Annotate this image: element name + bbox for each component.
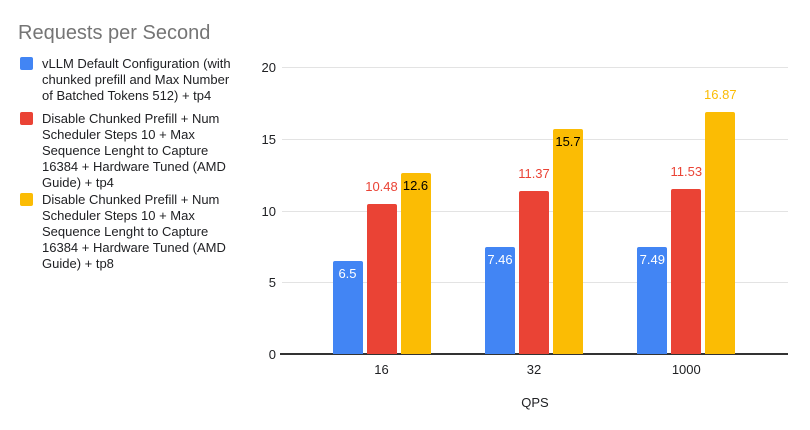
legend-label-line: Scheduler Steps 10 + Max — [42, 127, 195, 142]
gridline-15 — [282, 138, 788, 140]
legend-label-line: Sequence Lenght to Capture — [42, 224, 209, 239]
bar-series3-qps1000 — [705, 111, 736, 354]
bar-series3-qps16 — [400, 173, 431, 354]
bar-series3-qps32 — [553, 128, 583, 354]
y-tick-label-15: 15 — [261, 131, 276, 147]
x-tick-label-16: 16 — [374, 362, 389, 377]
legend-item-series3: Disable Chunked Prefill + Num Scheduler S… — [20, 192, 250, 272]
legend-label-line: of Batched Tokens 512) + tp4 — [42, 88, 212, 103]
legend-marker-series2 — [20, 112, 33, 125]
bar-series1-qps32 — [485, 246, 515, 354]
legend-item-series2: Disable Chunked Prefill + Num Scheduler S… — [20, 111, 250, 191]
gridline-20 — [282, 67, 788, 68]
bar-series1-qps1000 — [637, 246, 668, 354]
chart-title: Requests per Second — [18, 22, 211, 44]
bar-series2-qps32 — [519, 190, 549, 354]
bar-series2-qps1000 — [671, 188, 702, 354]
legend-marker-series1 — [20, 57, 33, 70]
bar-label-series1-qps1000: 7.49 — [639, 251, 665, 267]
x-axis-title: QPS — [521, 395, 549, 410]
x-axis-line — [280, 353, 788, 355]
x-tick-label-1000: 1000 — [671, 362, 701, 377]
bar-label-series1-qps16: 6.5 — [338, 265, 357, 281]
legend-label-line: vLLM Default Configuration (with — [42, 56, 231, 71]
bar-label-series3-qps1000: 16.87 — [704, 86, 737, 102]
legend-label-series1: vLLM Default Configuration (with chunked … — [42, 56, 250, 104]
legend-item-series1: vLLM Default Configuration (with chunked … — [20, 56, 250, 104]
y-tick-label-10: 10 — [261, 203, 276, 219]
legend-label-line: Disable Chunked Prefill + Num — [42, 192, 220, 207]
y-tick-label-5: 5 — [268, 275, 276, 291]
bar-label-series2-qps1000: 11.53 — [670, 163, 703, 179]
y-tick-label-20: 20 — [261, 60, 276, 75]
bar-series2-qps16 — [366, 203, 397, 354]
bar-label-series3-qps32: 15.7 — [555, 133, 581, 149]
bar-label-series1-qps32: 7.46 — [487, 251, 513, 267]
bar-series1-qps16 — [332, 260, 363, 354]
bar-label-series2-qps32: 11.37 — [518, 165, 550, 181]
y-tick-label-0: 0 — [268, 347, 276, 362]
bar-label-series3-qps16: 12.6 — [402, 178, 429, 194]
chart-legend: vLLM Default Configuration (with chunked … — [0, 0, 260, 430]
bar-label-series2-qps16: 10.48 — [365, 178, 398, 194]
legend-label-line: chunked prefill and Max Number — [42, 72, 230, 87]
legend-label-line: Scheduler Steps 10 + Max — [42, 208, 195, 223]
legend-label-line: Guide) + tp4 — [42, 175, 114, 190]
legend-label-line: Sequence Lenght to Capture — [42, 143, 209, 158]
legend-label-series3: Disable Chunked Prefill + Num Scheduler S… — [42, 192, 250, 272]
legend-label-line: 16384 + Hardware Tuned (AMD — [42, 240, 226, 255]
legend-label-line: Disable Chunked Prefill + Num — [42, 111, 220, 126]
legend-label-line: 16384 + Hardware Tuned (AMD — [42, 159, 226, 174]
legend-marker-series3 — [20, 193, 33, 206]
x-tick-label-32: 32 — [526, 362, 542, 377]
legend-label-series2: Disable Chunked Prefill + Num Scheduler S… — [42, 111, 250, 191]
legend-label-line: Guide) + tp8 — [42, 256, 114, 271]
